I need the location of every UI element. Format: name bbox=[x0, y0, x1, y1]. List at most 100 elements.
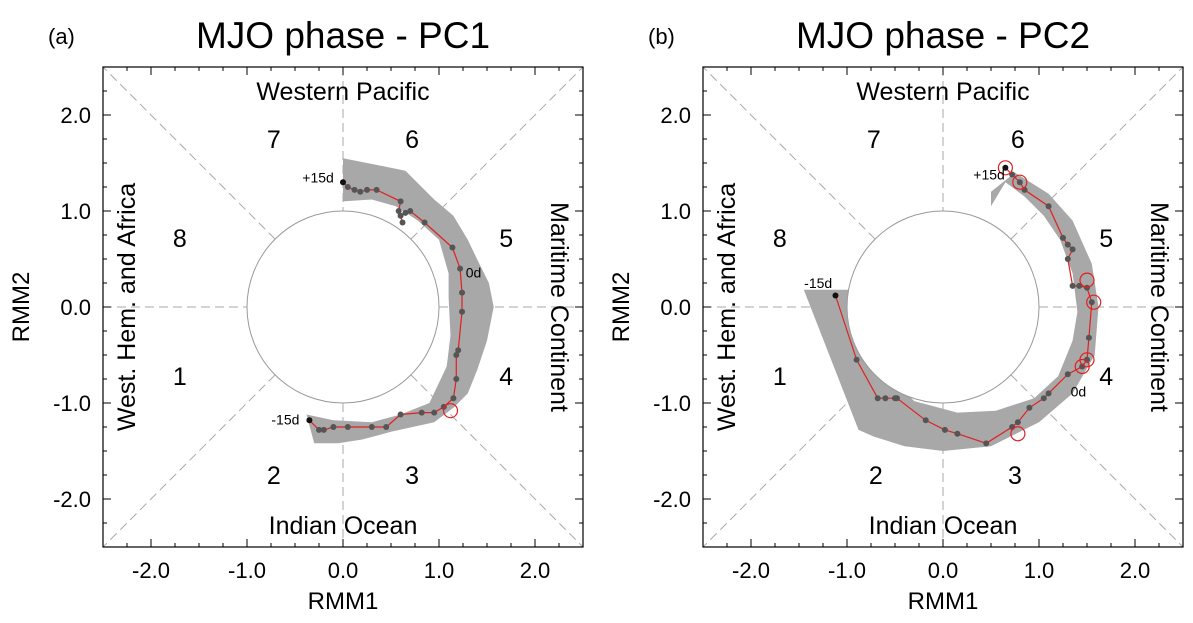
trajectory-point bbox=[983, 440, 990, 447]
trajectory-point bbox=[1026, 404, 1033, 411]
panel-label: (b) bbox=[648, 24, 675, 49]
phase-label: 3 bbox=[405, 462, 419, 490]
plot-area bbox=[103, 67, 583, 547]
region-label-right: Maritime Continent bbox=[545, 202, 573, 412]
highlight-circle bbox=[1012, 174, 1028, 190]
panel-label: (a) bbox=[48, 24, 75, 49]
trajectory-point bbox=[459, 289, 466, 296]
trajectory-point bbox=[1014, 419, 1021, 426]
trajectory-point bbox=[364, 186, 370, 193]
region-label-top: Western Pacific bbox=[256, 78, 429, 106]
phase-label: 8 bbox=[773, 225, 787, 253]
trajectory-point bbox=[450, 395, 457, 402]
y-tick-label: 0.0 bbox=[60, 295, 91, 320]
phase-divider-diagonal bbox=[703, 374, 876, 547]
trajectory-point bbox=[418, 409, 425, 416]
trajectory-point bbox=[397, 212, 404, 219]
y-tick-label: 1.0 bbox=[60, 199, 91, 224]
region-label-top: Western Pacific bbox=[856, 78, 1029, 106]
uncertainty-band bbox=[803, 172, 1099, 451]
phase-divider-diagonal bbox=[703, 67, 876, 240]
phase-divider-diagonal bbox=[410, 67, 583, 240]
trajectory-point bbox=[922, 417, 929, 424]
region-label-right: Maritime Continent bbox=[1145, 202, 1173, 412]
phase-label: 8 bbox=[173, 225, 187, 253]
y-tick-label: -1.0 bbox=[53, 391, 91, 416]
y-tick-label: -2.0 bbox=[53, 487, 91, 512]
y-tick-label: -2.0 bbox=[653, 487, 691, 512]
phase-label: 6 bbox=[1011, 126, 1025, 154]
trajectory-point bbox=[1016, 179, 1023, 186]
trajectory-point bbox=[340, 179, 346, 186]
trajectory-point bbox=[453, 352, 460, 358]
trajectory-point bbox=[421, 219, 428, 226]
trajectory-point bbox=[397, 198, 404, 205]
phase-label: 7 bbox=[267, 126, 281, 154]
trajectory-point bbox=[431, 409, 438, 416]
uncertainty-band bbox=[306, 158, 494, 444]
x-tick-label: 0.0 bbox=[328, 558, 359, 583]
trajectory-point bbox=[320, 426, 327, 433]
trajectory-point bbox=[351, 186, 358, 193]
trajectory-point bbox=[874, 395, 881, 402]
y-axis-label: RMM2 bbox=[608, 272, 635, 343]
trajectory-point bbox=[457, 265, 464, 272]
y-tick-label: 1.0 bbox=[660, 199, 691, 224]
trajectory-point bbox=[395, 208, 402, 214]
y-tick-label: -1.0 bbox=[653, 391, 691, 416]
trajectory-point bbox=[853, 356, 860, 363]
trajectory-point bbox=[1040, 395, 1047, 402]
trajectory-point bbox=[402, 209, 409, 216]
trajectory-point bbox=[306, 417, 313, 424]
trajectory-point bbox=[1084, 284, 1090, 291]
chart-title: MJO phase - PC2 bbox=[796, 15, 1090, 56]
trajectory-point bbox=[399, 219, 406, 226]
phase-label: 4 bbox=[499, 363, 513, 391]
trajectory-point bbox=[1064, 256, 1071, 262]
trajectory-point bbox=[1079, 363, 1086, 370]
lag-label: 0d bbox=[466, 264, 482, 280]
lag-label: -15d bbox=[271, 411, 299, 427]
panel-a: -2.0 -2.0 -1.0 -1.0 0.0 0.0 1.0 1.0 2.0 2.0 RMM1 RM… bbox=[8, 15, 584, 615]
highlight-circle bbox=[1079, 272, 1095, 288]
phase-divider-diagonal bbox=[103, 374, 276, 547]
phase-divider-diagonal bbox=[410, 374, 583, 547]
lag-label: +15d bbox=[302, 169, 334, 185]
x-axis-label: RMM1 bbox=[908, 588, 979, 615]
trajectory-point bbox=[893, 395, 900, 402]
y-tick-label: 2.0 bbox=[660, 103, 691, 128]
region-label-bottom: Indian Ocean bbox=[269, 512, 418, 540]
x-tick-label: -1.0 bbox=[228, 558, 266, 583]
lag-label: -15d bbox=[804, 275, 832, 291]
highlight-circle bbox=[1086, 294, 1102, 310]
lag-label: 0d bbox=[1071, 383, 1087, 399]
x-axis-label: RMM1 bbox=[308, 588, 379, 615]
y-tick-label: 2.0 bbox=[60, 103, 91, 128]
chart-title: MJO phase - PC1 bbox=[196, 15, 490, 56]
y-tick-label: 0.0 bbox=[660, 295, 691, 320]
phase-label: 1 bbox=[173, 363, 187, 391]
phase-label: 5 bbox=[1099, 225, 1113, 253]
trajectory-point bbox=[316, 426, 322, 433]
phase-label: 6 bbox=[405, 126, 419, 154]
phase-label: 3 bbox=[1008, 462, 1022, 490]
trajectory-point bbox=[882, 395, 889, 402]
trajectory-point bbox=[330, 424, 337, 430]
trajectory-point bbox=[1064, 371, 1071, 378]
phase-label: 5 bbox=[499, 225, 513, 253]
trajectory-point bbox=[1045, 390, 1052, 397]
highlight-circle bbox=[1074, 358, 1090, 375]
trajectory-point bbox=[453, 376, 460, 382]
x-tick-label: 0.0 bbox=[928, 558, 959, 583]
highlight-circle bbox=[442, 403, 459, 419]
trajectory-point bbox=[1045, 203, 1052, 210]
trajectory-point bbox=[1064, 241, 1071, 248]
trajectory-point bbox=[373, 186, 380, 193]
y-axis-label: RMM2 bbox=[8, 272, 35, 343]
trajectory-point bbox=[383, 424, 390, 430]
region-label-left: West. Hem. and Africa bbox=[113, 183, 141, 431]
phase-label: 1 bbox=[773, 363, 787, 391]
plot-area bbox=[703, 67, 1183, 547]
trajectory-point bbox=[344, 424, 351, 430]
